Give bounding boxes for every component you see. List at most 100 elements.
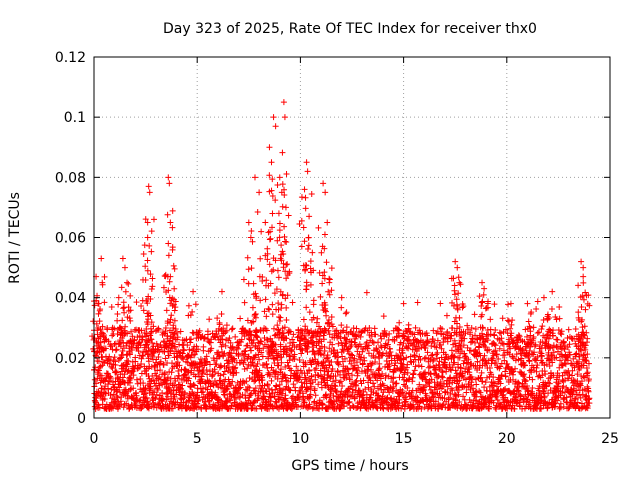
data-point [537,349,544,356]
data-point [303,304,310,311]
data-point [256,356,263,363]
data-point [542,370,549,377]
data-point [139,403,146,410]
data-point [375,366,382,373]
data-point [186,346,193,353]
data-point [477,374,484,381]
data-point [433,351,440,358]
data-point [171,350,178,357]
data-point [114,317,121,324]
data-point [204,358,211,365]
data-point [453,331,460,338]
data-point [271,360,278,367]
data-point [289,299,296,306]
data-point [223,398,230,405]
data-point [451,291,458,298]
data-point [148,336,155,343]
data-point [149,283,156,290]
data-point [209,330,216,337]
data-point [361,357,368,364]
data-point [301,332,308,339]
data-point [400,300,407,307]
data-point [279,181,286,188]
data-point [241,299,248,306]
data-point [104,324,111,331]
data-point [302,323,309,330]
data-point [185,302,192,309]
data-point [121,309,128,316]
data-point [545,335,552,342]
data-point [386,361,393,368]
data-point [335,340,342,347]
data-point [277,341,284,348]
data-point [106,360,113,367]
data-point [553,343,560,350]
data-point [206,316,213,323]
y-tick-label: 0.1 [64,110,86,126]
data-point [440,339,447,346]
data-point [150,216,157,223]
data-point [369,338,376,345]
data-point [283,335,290,342]
data-point [253,328,260,335]
data-point [205,398,212,405]
data-point [171,330,178,337]
data-point [353,325,360,332]
data-point [198,389,205,396]
data-point [275,210,282,217]
data-point [455,274,462,281]
data-point [308,191,315,198]
data-point [149,395,156,402]
data-point [497,380,504,387]
data-point [167,273,174,280]
data-point [356,341,363,348]
data-point [411,367,418,374]
data-point [162,355,169,362]
data-point [548,305,555,312]
data-point [343,309,350,316]
data-point [322,359,329,366]
data-point [444,338,451,345]
data-point [545,328,552,335]
data-point [184,342,191,349]
data-point [305,234,312,241]
data-point [144,234,151,241]
data-point [276,174,283,181]
data-point [285,378,292,385]
data-point [448,332,455,339]
data-point [176,362,183,369]
data-point [124,279,131,286]
chart-title: Day 323 of 2025, Rate Of TEC Index for r… [163,21,537,37]
data-point [326,291,333,298]
data-point [164,393,171,400]
data-point [476,344,483,351]
data-point [114,310,121,317]
data-point [575,345,582,352]
data-point [298,194,305,201]
data-point [461,335,468,342]
data-point [185,312,192,319]
data-point [549,344,556,351]
data-point [273,346,280,353]
data-point [401,335,408,342]
data-point [476,293,483,300]
data-point [139,336,146,343]
data-point [122,323,129,330]
data-point [143,333,150,340]
data-point [121,264,128,271]
data-point [145,183,152,190]
data-point [251,312,258,319]
data-point [496,329,503,336]
data-point [511,405,518,412]
data-point [265,282,272,289]
data-point [136,397,143,404]
data-point [343,324,350,331]
data-point [223,322,230,329]
data-point [364,345,371,352]
data-point [120,404,127,411]
data-point [578,378,585,385]
data-point [254,209,261,216]
data-point [467,329,474,336]
data-point [241,333,248,340]
